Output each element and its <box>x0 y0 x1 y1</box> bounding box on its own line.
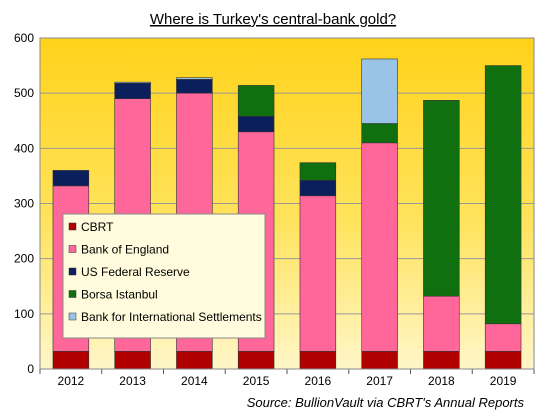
y-tick-label: 500 <box>14 86 34 100</box>
legend-swatch <box>68 222 77 231</box>
y-tick-label: 600 <box>14 31 34 45</box>
bar-segment <box>237 85 275 117</box>
legend-label: Borsa Istanbul <box>81 288 158 302</box>
bar-segment <box>176 79 213 94</box>
bar-segment <box>361 123 398 144</box>
y-axis: 0 100 200 300 400 500 600 <box>14 31 34 376</box>
bar-segment <box>361 351 398 370</box>
y-tick-label: 300 <box>14 197 34 211</box>
legend-label: CBRT <box>81 220 114 234</box>
bar-segment <box>237 116 275 133</box>
bar-segment <box>299 162 337 181</box>
legend-swatch <box>68 290 77 298</box>
bar-segment <box>237 351 275 370</box>
bar-segment <box>52 351 90 370</box>
bar-segment <box>299 351 337 370</box>
bar-segment <box>361 142 398 352</box>
bar-segment <box>114 82 151 99</box>
legend-swatch <box>68 245 77 253</box>
x-axis: 2012 2013 2014 2015 2016 2017 2018 2019 <box>39 37 535 388</box>
bar-segment <box>176 77 213 80</box>
x-tick-label: 2015 <box>243 374 270 388</box>
bar-segment <box>176 351 213 370</box>
legend-swatch <box>68 267 77 276</box>
x-tick-label: 2013 <box>119 374 146 388</box>
x-tick-label: 2018 <box>428 374 455 388</box>
y-tick-label: 0 <box>27 362 34 376</box>
legend-box <box>62 213 266 339</box>
bar-segment <box>299 180 337 197</box>
legend-label: Bank for International Settlements <box>81 310 262 324</box>
chart-title: Where is Turkey's central-bank gold? <box>150 11 396 28</box>
bar-segment <box>114 81 151 84</box>
legend-label: Bank of England <box>81 243 169 257</box>
bar-segment <box>484 65 522 325</box>
bar-segment <box>52 170 90 187</box>
bar-segment <box>299 195 337 352</box>
y-tick-label: 100 <box>14 307 34 321</box>
bar-segment <box>423 295 460 352</box>
legend: CBRT Bank of England US Federal Reserve Bor… <box>62 213 266 339</box>
x-tick-label: 2017 <box>366 374 393 388</box>
legend-label: US Federal Reserve <box>81 265 190 279</box>
bar-segment <box>423 100 460 297</box>
x-tick-label: 2012 <box>58 374 85 388</box>
x-tick-label: 2019 <box>490 374 517 388</box>
bar-segment <box>484 351 522 370</box>
bar-segment <box>423 351 460 370</box>
x-tick-label: 2016 <box>305 374 332 388</box>
bar-segment <box>361 58 398 124</box>
bar-segment <box>484 323 522 352</box>
bar-segment <box>114 351 151 370</box>
legend-swatch <box>68 312 77 321</box>
y-tick-label: 200 <box>14 252 34 266</box>
plot-frame <box>39 37 535 370</box>
y-tick-label: 400 <box>14 141 34 155</box>
source-note: Source: BullionVault via CBRT's Annual R… <box>247 395 525 410</box>
x-tick-label: 2014 <box>181 374 208 388</box>
